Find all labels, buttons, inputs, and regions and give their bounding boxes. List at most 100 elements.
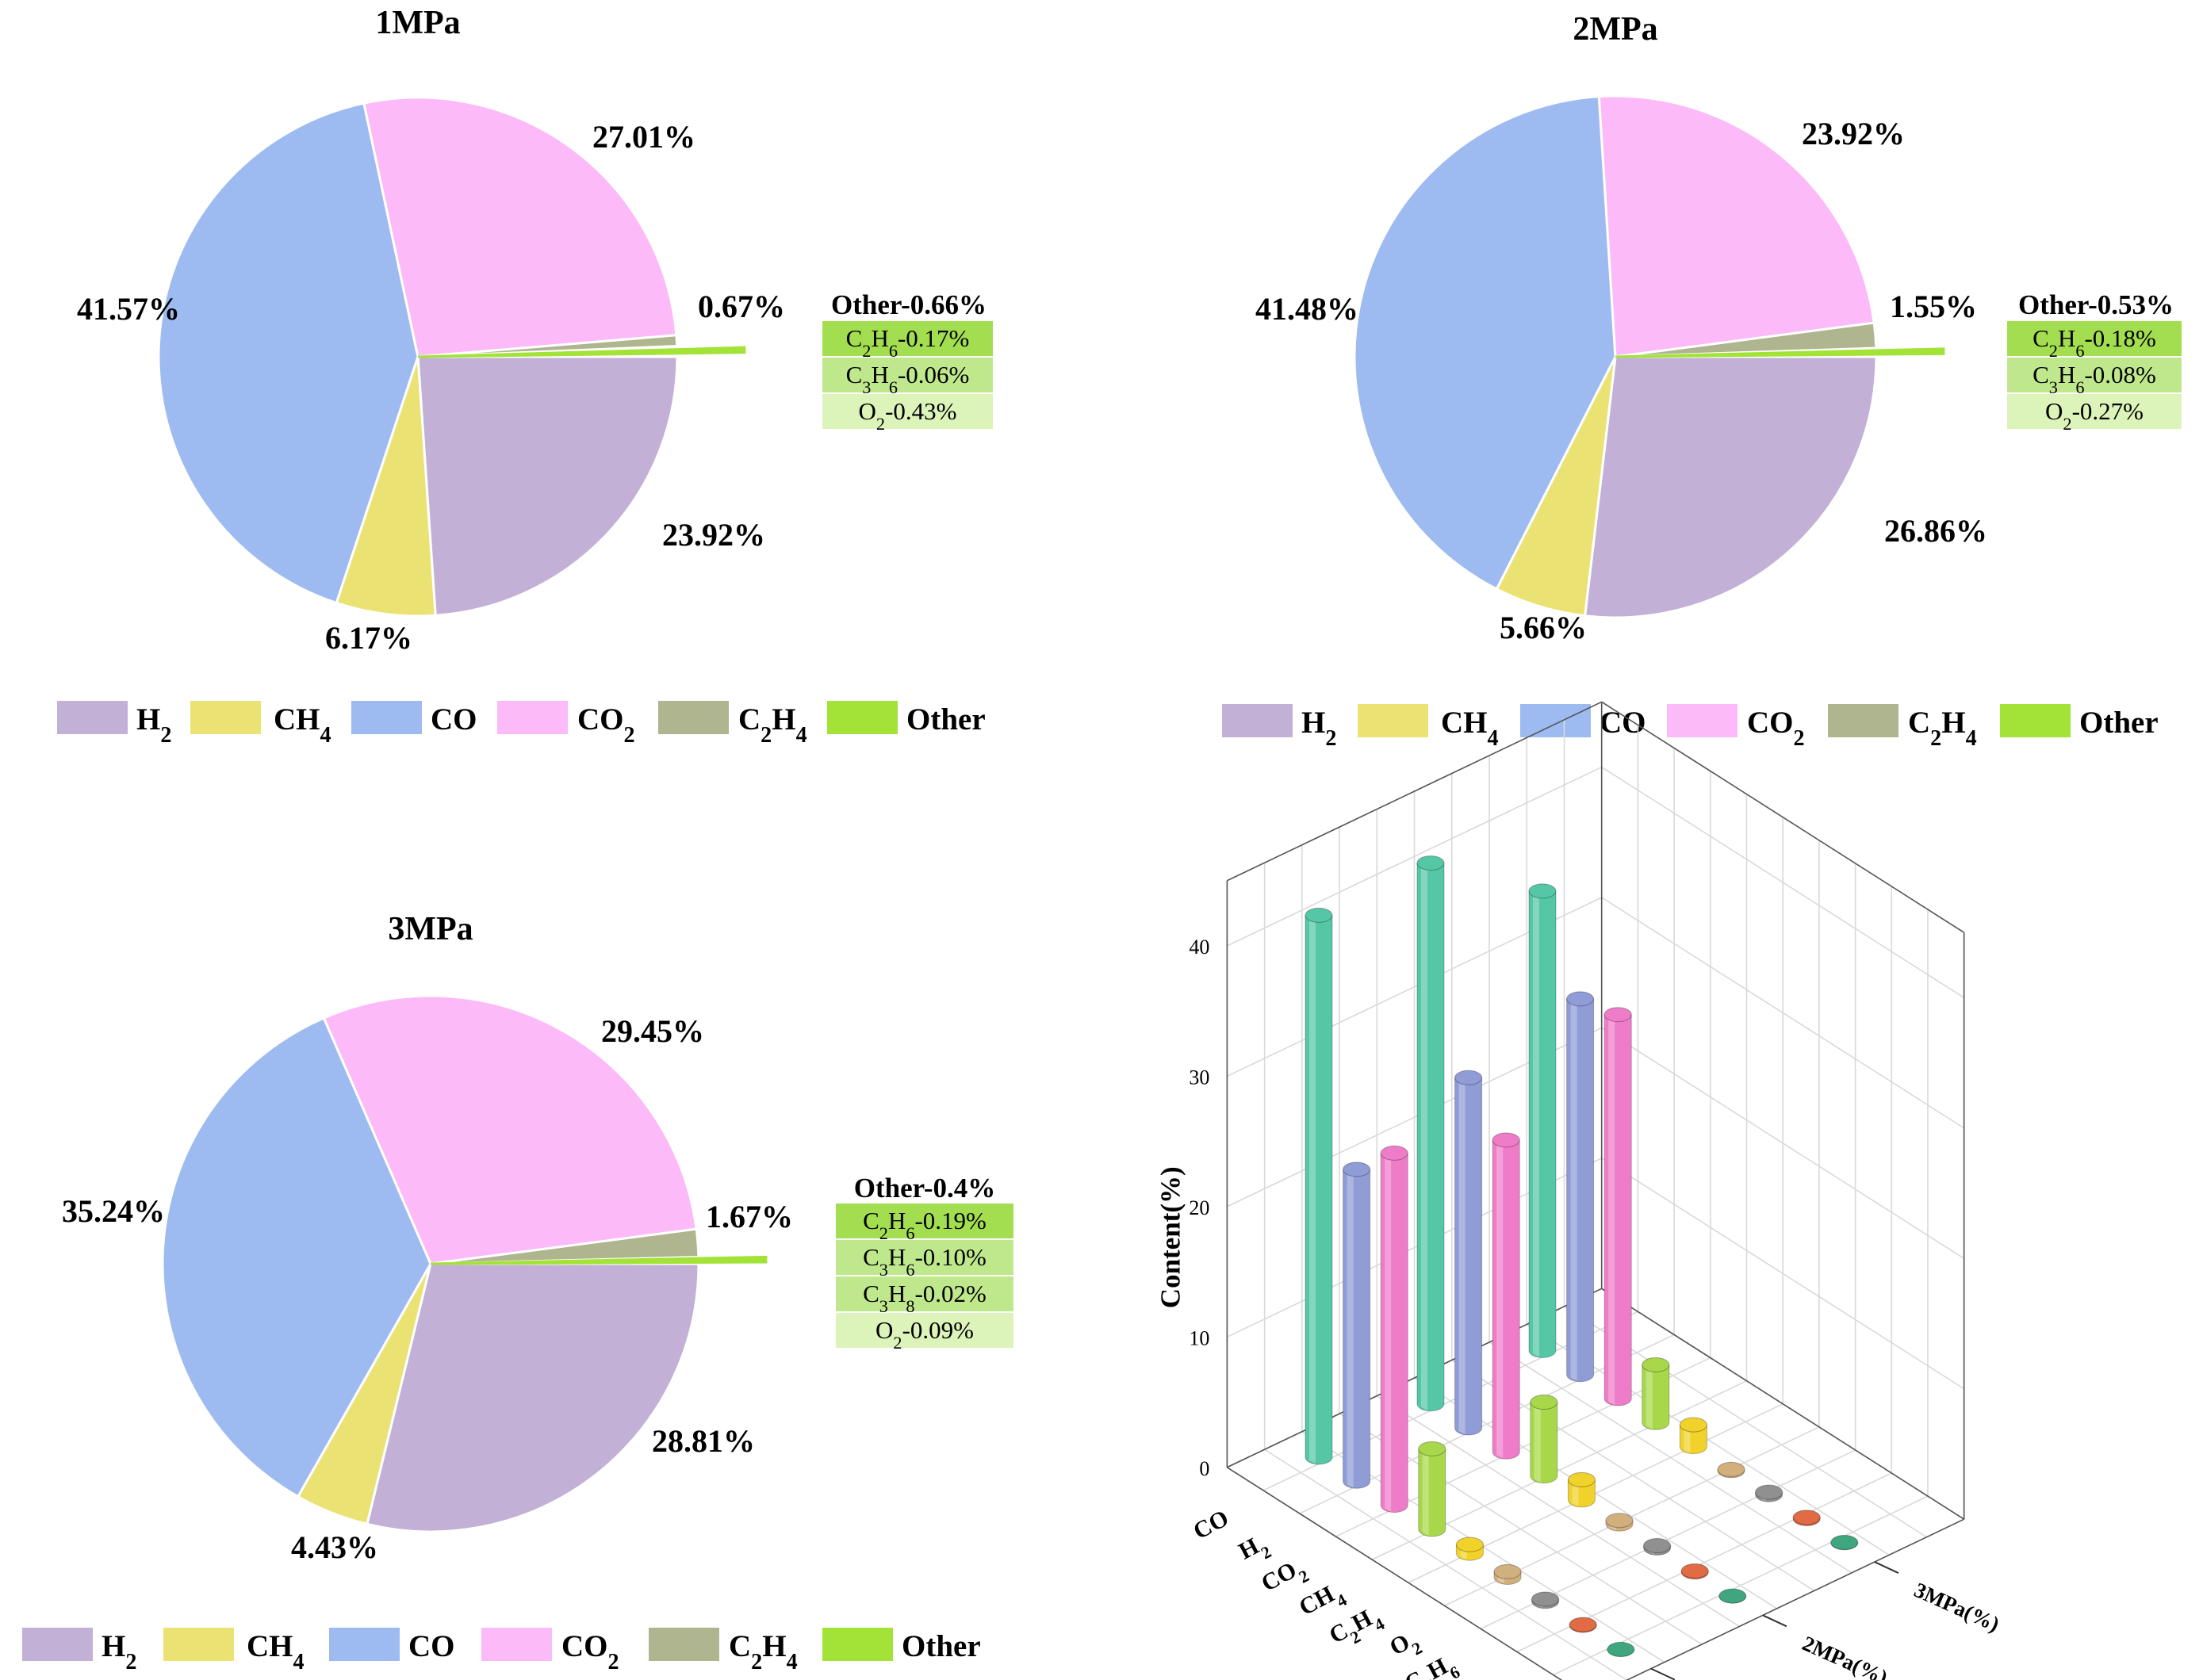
bar-co-3mpa bbox=[1528, 883, 1557, 1358]
legend-swatch-c2h4 bbox=[1828, 704, 1898, 737]
slice-label-co: 35.24% bbox=[62, 1193, 165, 1229]
bar-o2-2mpa bbox=[1605, 1513, 1634, 1532]
slice-label-co: 41.57% bbox=[77, 291, 180, 327]
bar-top bbox=[1455, 1536, 1484, 1552]
bar-body bbox=[1454, 1077, 1483, 1436]
bar-top bbox=[1603, 1007, 1632, 1023]
pie-slice-ch4 bbox=[335, 356, 437, 618]
legend-label-h2: H2 bbox=[136, 702, 171, 748]
bar-h2-1mpa bbox=[1343, 1161, 1371, 1489]
bar-highlight bbox=[1458, 1077, 1465, 1434]
legend-swatch-h2 bbox=[1222, 704, 1293, 737]
bar-highlight bbox=[1421, 863, 1427, 1410]
z-axis-label: Content(%) bbox=[1155, 1166, 1186, 1308]
slice-label-c2h4: 1.55% bbox=[1890, 289, 1977, 324]
other-breakdown-title: Other-0.4% bbox=[854, 1173, 996, 1204]
pie-legend: H2 CH4 CO CO2 C2H4 Other bbox=[57, 701, 986, 748]
bar-co2-3mpa bbox=[1603, 1007, 1632, 1406]
grid-line bbox=[1601, 766, 1965, 999]
series-tick-label: 2MPa(%) bbox=[1799, 1631, 1891, 1680]
bar-body bbox=[1492, 1139, 1520, 1460]
other-breakdown-item-c3h8: C3H8-0.02% bbox=[863, 1280, 987, 1316]
other-breakdown-row bbox=[836, 1313, 1013, 1348]
bar-top bbox=[1792, 1510, 1821, 1525]
slice-label-h2: 26.86% bbox=[1884, 513, 1987, 549]
legend-swatch-ch4 bbox=[190, 701, 261, 734]
bar-highlight bbox=[1422, 1448, 1429, 1536]
pie-legend: H2 CH4 CO CO2 C2H4 Other bbox=[22, 1628, 981, 1674]
legend-label-c2h4: C2H4 bbox=[729, 1629, 798, 1674]
bar-body bbox=[1305, 914, 1333, 1465]
slice-label-h2: 28.81% bbox=[652, 1423, 755, 1459]
series-tick-mark bbox=[1874, 1561, 1899, 1574]
bar-ch4-2mpa bbox=[1530, 1395, 1558, 1484]
bar-top bbox=[1567, 1471, 1596, 1487]
bar-c3h8-3mpa bbox=[1830, 1534, 1859, 1551]
legend-swatch-ch4 bbox=[163, 1628, 234, 1661]
other-breakdown-item-c3h6: C3H6-0.06% bbox=[846, 361, 970, 397]
bar-co2-1mpa bbox=[1380, 1145, 1408, 1514]
species-tick-label: O2 bbox=[1385, 1625, 1425, 1668]
bar-highlight bbox=[1496, 1139, 1504, 1459]
other-breakdown-row bbox=[2007, 358, 2182, 392]
pie-slice-co bbox=[161, 1016, 432, 1498]
slice-label-co2: 23.92% bbox=[1802, 116, 1905, 151]
legend-label-co: CO bbox=[1600, 706, 1646, 740]
bar-top bbox=[1305, 907, 1333, 923]
species-tick-label: H2 bbox=[1235, 1529, 1274, 1571]
legend-label-h2: H2 bbox=[1301, 706, 1336, 751]
legend-swatch-co2 bbox=[497, 701, 568, 734]
bar-top bbox=[1607, 1641, 1635, 1657]
legend-label-other: Other bbox=[902, 1629, 981, 1663]
slice-label-co2: 29.45% bbox=[601, 1013, 704, 1049]
bar-h2-2mpa bbox=[1454, 1070, 1483, 1436]
series-tick-label: 3MPa(%) bbox=[1910, 1578, 2002, 1636]
series-tick-mark bbox=[1650, 1667, 1676, 1680]
bar-body bbox=[1566, 998, 1595, 1383]
pie-chart-2mpa: 2MPa 26.86% 5.66% 41.48% 23.92% 1.55% Other-0.… bbox=[1222, 11, 2182, 751]
bar-top bbox=[1418, 1441, 1446, 1456]
bar-c2h4-3mpa bbox=[1679, 1417, 1707, 1455]
legend-label-c2h4: C2H4 bbox=[1908, 706, 1977, 751]
legend-label-c2h4: C2H4 bbox=[738, 702, 807, 748]
pie-slice-other bbox=[430, 1255, 768, 1265]
legend-label-co2: CO2 bbox=[1747, 706, 1805, 751]
bar-c2h6-1mpa bbox=[1531, 1591, 1560, 1609]
bar-top bbox=[1643, 1538, 1672, 1554]
bar-c3h8-2mpa bbox=[1718, 1588, 1747, 1604]
slice-label-co2: 27.01% bbox=[592, 119, 695, 155]
grid-line bbox=[1227, 766, 1603, 947]
other-breakdown-title: Other-0.66% bbox=[831, 289, 987, 320]
grid-line bbox=[1625, 1518, 1965, 1680]
legend-swatch-c2h4 bbox=[658, 701, 729, 734]
bar-co-1mpa bbox=[1305, 907, 1333, 1465]
bar-top bbox=[1416, 855, 1445, 871]
z-tick-label: 0 bbox=[1199, 1457, 1209, 1480]
other-breakdown-item-o2: O2-0.27% bbox=[2045, 397, 2144, 434]
z-tick-label: 20 bbox=[1189, 1196, 1209, 1219]
pie-legend: H2 CH4 CO CO2 C2H4 Other bbox=[1222, 704, 2159, 751]
bar-highlight bbox=[1608, 1014, 1615, 1405]
other-breakdown-row bbox=[836, 1204, 1013, 1238]
slice-label-c2h4: 0.67% bbox=[698, 289, 785, 324]
slice-label-c2h4: 1.67% bbox=[706, 1199, 793, 1234]
bar-highlight bbox=[1309, 915, 1316, 1464]
other-breakdown-item-c3h6: C3H6-0.10% bbox=[863, 1243, 987, 1280]
species-tick-label: C2H4 bbox=[1325, 1601, 1388, 1655]
bar-top bbox=[1380, 1145, 1408, 1161]
pie-slice-h2 bbox=[366, 1262, 700, 1533]
bar-highlight bbox=[1684, 1425, 1691, 1453]
legend-swatch-c2h4 bbox=[649, 1628, 719, 1661]
bar-o2-1mpa bbox=[1493, 1563, 1522, 1585]
legend-swatch-other bbox=[827, 701, 898, 734]
bar-body bbox=[1418, 1448, 1446, 1537]
bar-co2-2mpa bbox=[1492, 1132, 1520, 1460]
z-tick-label: 30 bbox=[1189, 1066, 1209, 1089]
bar-top bbox=[1642, 1357, 1670, 1372]
bar-top bbox=[1717, 1461, 1745, 1477]
bar-top bbox=[1718, 1588, 1747, 1604]
other-breakdown-row bbox=[836, 1240, 1013, 1275]
bar-highlight bbox=[1533, 890, 1539, 1357]
bar-highlight bbox=[1347, 1169, 1354, 1488]
